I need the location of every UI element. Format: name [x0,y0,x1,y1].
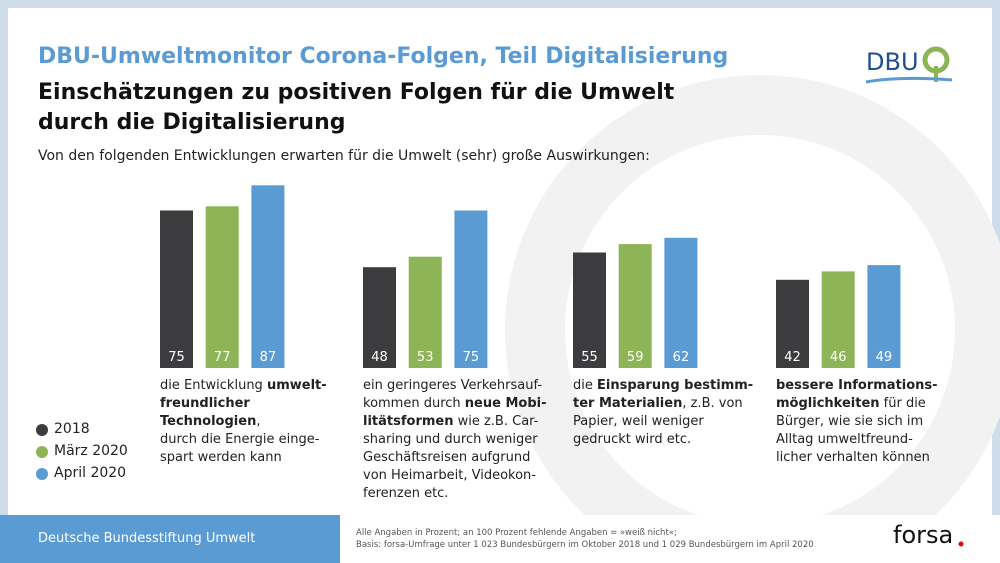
legend-label: März 2020 [54,443,128,459]
dbu-logo-wave [865,76,953,84]
value-label: 49 [876,350,893,365]
category-label-part: ein geringeres Verkehrsauf- kommen durch [363,378,543,411]
value-label: 53 [417,350,434,365]
legend-marker [36,468,48,480]
category-label-part: , durch die Energie einge- spart werden … [160,414,320,465]
organization: Deutsche Bundesstiftung Umwelt [38,531,256,546]
bar [776,279,809,368]
category-label-part: wie z.B. Car- sharing und durch weniger … [363,414,539,501]
category-label: ein geringeres Verkehrsauf- kommen durch… [363,377,553,503]
legend-label: 2018 [54,421,90,437]
category-label-part: neue Mobi- litätsformen [363,396,547,429]
category-label-part: die [573,378,597,393]
category-label-part: umwelt- freundlicher Technologien [160,378,327,429]
forsa-dot [958,541,964,547]
legend-label: April 2020 [54,465,127,481]
bar [573,252,606,368]
footnote: Alle Angaben in Prozent; an 100 Prozent … [356,528,677,538]
value-label: 55 [581,350,598,365]
bar [618,244,652,368]
bar [821,271,855,368]
category-label-part: bessere Informations- möglichkeiten [776,378,938,411]
category-label-part: die Entwicklung [160,378,267,393]
dbu-logo-text: DBU [866,48,919,76]
bar [408,256,442,368]
subtitle: Einschätzungen zu positiven Folgen für d… [38,80,675,135]
value-label: 48 [371,350,388,365]
legend-marker [36,446,48,458]
intro: Von den folgenden Entwicklungen erwarten… [38,148,650,164]
bar [205,206,239,368]
category-label-part: Einsparung bestimm- ter Materialien [573,378,754,411]
footer-right [340,515,1000,563]
value-label: 77 [214,350,231,365]
bar [160,210,193,368]
legend-marker [36,424,48,436]
value-label: 46 [830,350,847,365]
category-label: bessere Informations- möglichkeiten für … [776,377,966,467]
category-label-part: für die Bürger, wie sie sich im Alltag u… [776,396,930,465]
category-label-part: , z.B. von Papier, weil weniger gedruckt… [573,396,743,447]
bar [664,237,698,368]
category-label: die Einsparung bestimm- ter Materialien,… [573,377,763,449]
value-label: 62 [673,350,690,365]
footer-band [0,515,340,563]
title: DBU-Umweltmonitor Corona-Folgen, Teil Di… [38,44,729,69]
value-label: 59 [627,350,644,365]
forsa-logo: forsa [893,521,954,549]
value-label: 42 [784,350,801,365]
footnote: Basis: forsa-Umfrage unter 1 023 Bundesb… [356,540,814,550]
value-label: 87 [260,350,277,365]
bar [363,267,396,368]
value-label: 75 [168,350,185,365]
category-label: die Entwicklung umwelt- freundlicher Tec… [160,377,350,467]
bar [867,265,901,368]
bar [454,210,488,368]
value-label: 75 [463,350,480,365]
bar [251,185,285,368]
